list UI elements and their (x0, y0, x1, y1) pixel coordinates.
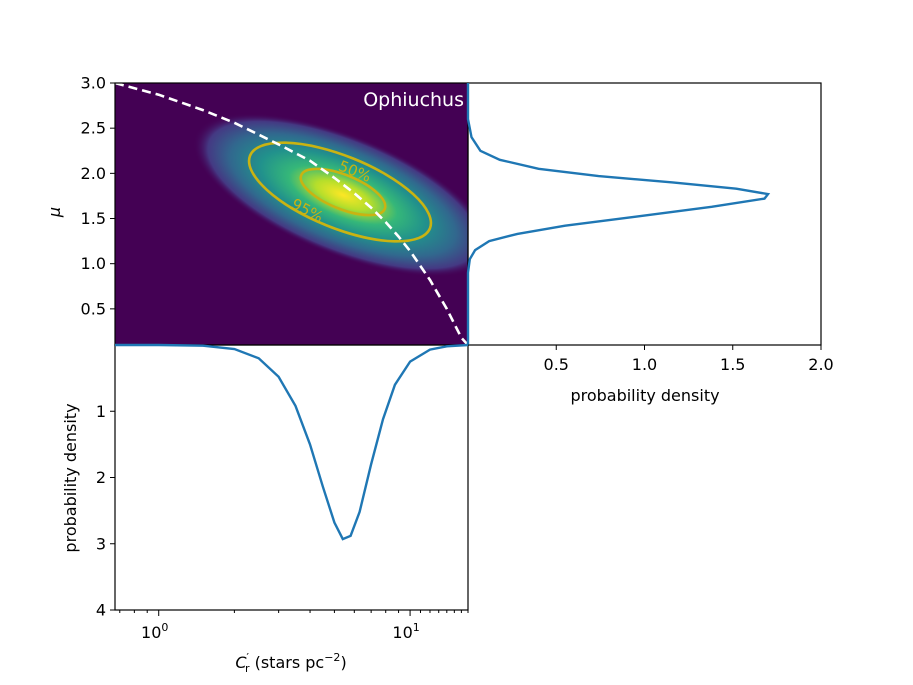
x-tick-label: 0.5 (544, 355, 569, 374)
c-density-curve (115, 343, 469, 541)
x-tick-label: 2.0 (808, 355, 833, 374)
x-tick-label: 1.5 (720, 355, 745, 374)
y-tick-label: 3.0 (81, 74, 106, 93)
y-tick-label: 2 (96, 468, 106, 487)
x-axis-ticks: 0.5 1.0 1.5 2.0 (544, 345, 834, 374)
y-tick-label: 1.5 (81, 209, 106, 228)
x-axis-label: probability density (570, 386, 719, 405)
x-tick-label: 100 (141, 621, 168, 642)
contour-95 (247, 141, 433, 243)
y-axis-label: μ (45, 207, 64, 218)
boundary-curve (115, 83, 468, 345)
c-marginal-panel: 1 2 3 4 100 101 probability density C′ r (sta… (61, 343, 469, 675)
y-tick-label: 4 (96, 601, 106, 620)
y-tick-label: 3 (96, 534, 106, 553)
y-axis-label: probability density (61, 403, 80, 552)
joint-panel: 50% 95% Ophiuchus 0.51.01.52.02.53.0 μ (45, 74, 469, 346)
x-axis-label: C′ r (stars pc−2) (235, 651, 346, 675)
x-axis-ticks: 100 101 (119, 610, 469, 642)
region-annotation: Ophiuchus (363, 89, 464, 111)
y-axis-ticks: 1 2 3 4 (96, 402, 115, 620)
x-tick-label: 101 (392, 621, 419, 642)
y-tick-label: 1.0 (81, 254, 106, 273)
y-tick-label: 2.0 (81, 164, 106, 183)
x-tick-label: 1.0 (632, 355, 657, 374)
mu-density-curve (466, 83, 771, 345)
y-tick-label: 1 (96, 402, 106, 421)
contour-50 (299, 167, 387, 217)
density-peak (192, 113, 468, 277)
mu-marginal-panel: 0.5 1.0 1.5 2.0 probability density (466, 82, 834, 405)
y-axis-ticks: 0.5 1.0 1.5 2.0 2.5 3.0 (81, 74, 115, 318)
y-tick-label: 2.5 (81, 119, 106, 138)
y-tick-label: 0.5 (81, 299, 106, 318)
